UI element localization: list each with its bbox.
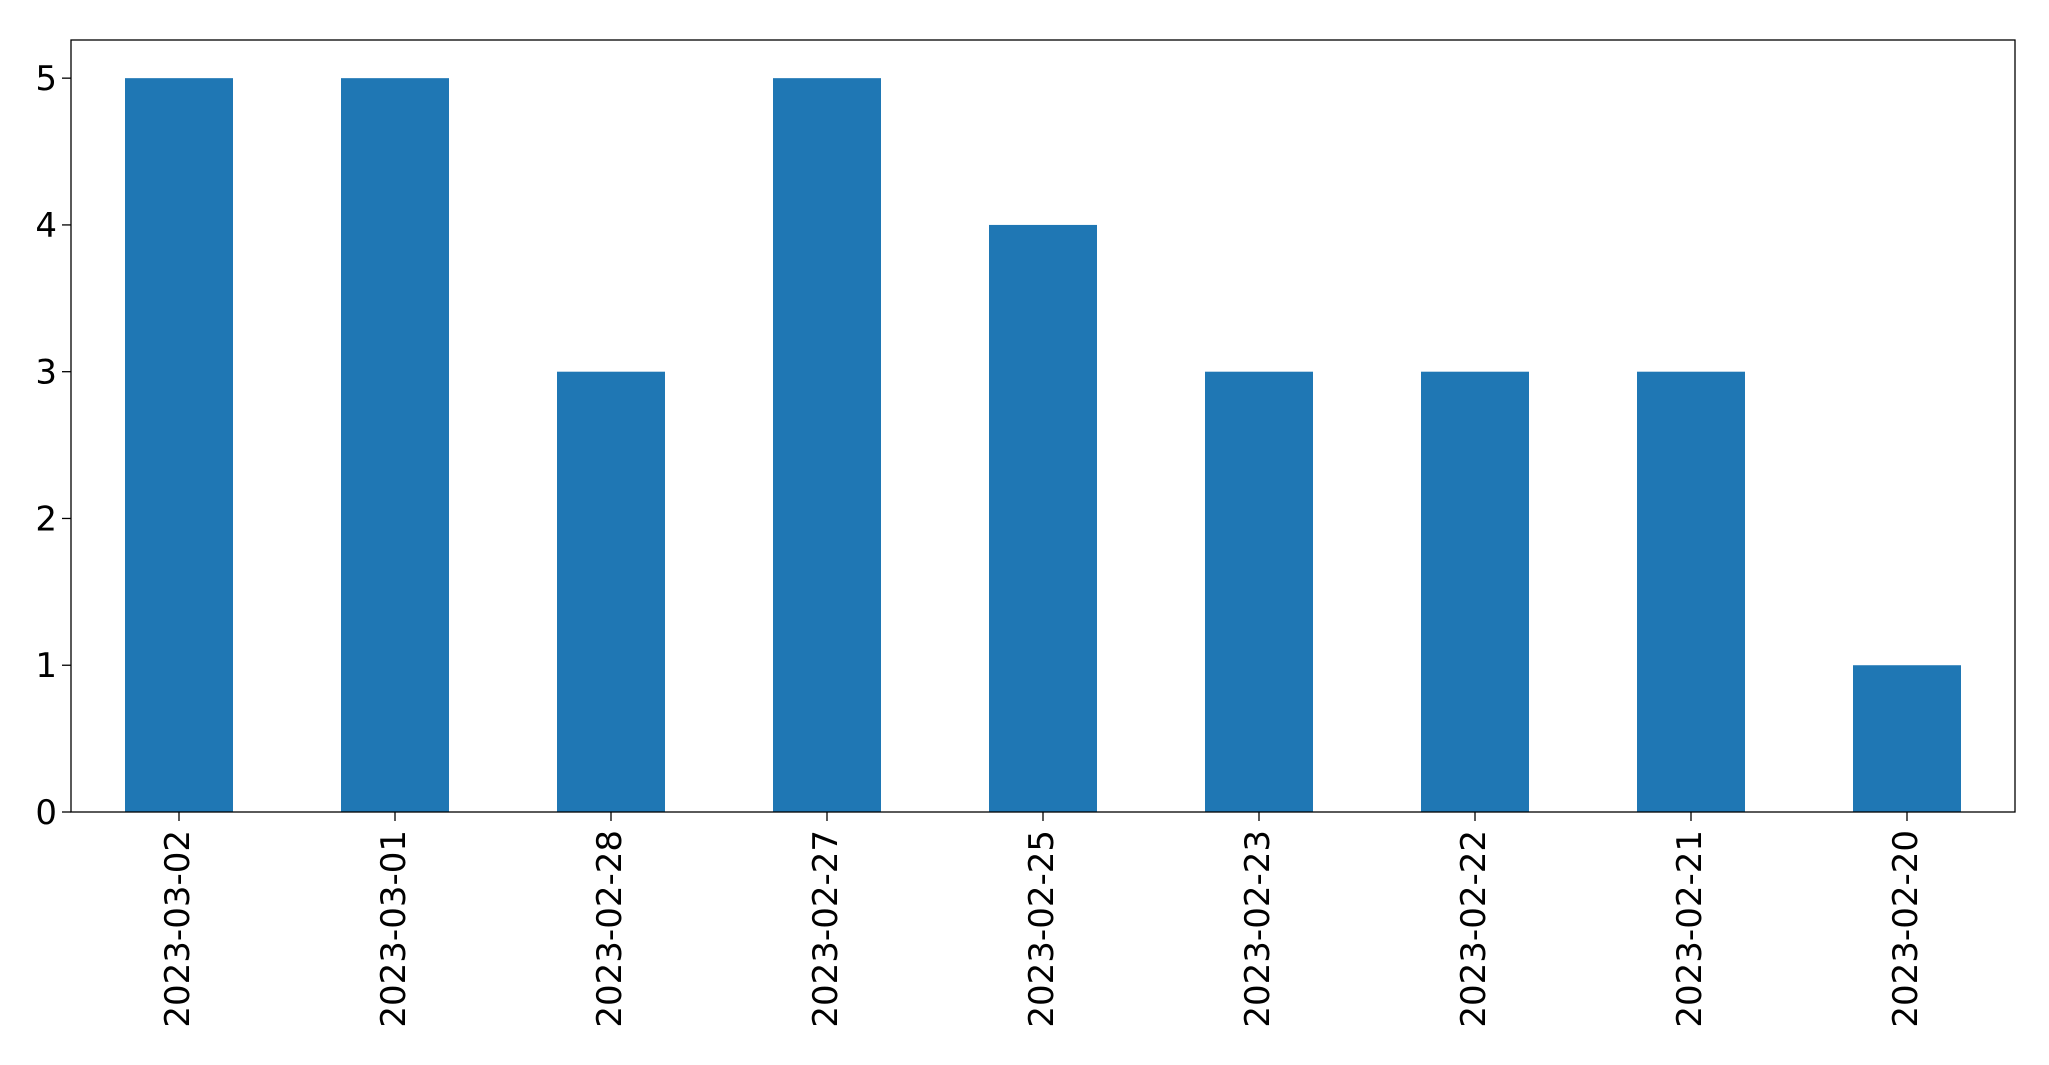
bar-2023-02-28 [557, 371, 665, 812]
x-tick-label: 2023-02-25 [1022, 830, 1062, 1028]
plot-frame [70, 39, 2016, 813]
x-tick-label: 2023-03-01 [374, 830, 414, 1028]
bars-layer [125, 78, 1961, 812]
x-tick-label: 2023-03-02 [158, 830, 198, 1028]
y-tick-label: 5 [35, 59, 57, 99]
bar-2023-02-27 [773, 78, 881, 812]
x-tick-label: 2023-02-21 [1670, 830, 1710, 1028]
bar-2023-03-02 [125, 78, 233, 812]
x-tick-label: 2023-02-23 [1238, 830, 1278, 1028]
bar-2023-02-23 [1205, 371, 1313, 812]
x-tick-label: 2023-02-22 [1454, 830, 1494, 1028]
ticks-layer: 2023-03-02 2023-03-01 2023-02-28 2023-02-27… [35, 59, 1926, 1027]
bar-2023-03-01 [341, 78, 449, 812]
bar-2023-02-25 [989, 224, 1097, 812]
y-tick-label: 0 [35, 793, 57, 833]
x-tick-label: 2023-02-27 [806, 830, 846, 1028]
y-tick-label: 4 [35, 206, 57, 246]
y-tick-label: 1 [35, 646, 57, 686]
y-tick-label: 3 [35, 353, 57, 393]
x-tick-label: 2023-02-28 [590, 830, 630, 1028]
y-tick-label: 2 [35, 499, 57, 539]
bar-2023-02-20 [1853, 665, 1961, 812]
bar-2023-02-21 [1637, 371, 1745, 812]
bar-2023-02-22 [1421, 371, 1529, 812]
x-tick-label: 2023-02-20 [1886, 830, 1926, 1028]
